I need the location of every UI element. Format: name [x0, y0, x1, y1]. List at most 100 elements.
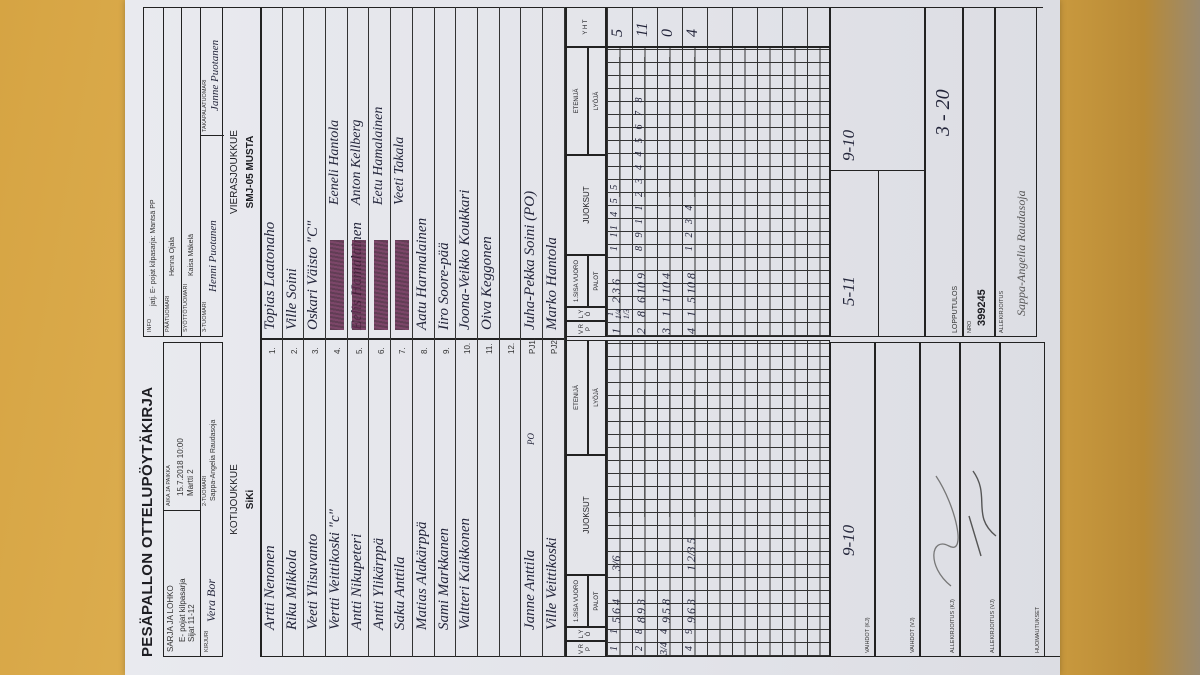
final-score-box: LOPPUTULOS 3 - 20 [925, 7, 963, 337]
row-number: 10. [463, 342, 473, 354]
row-number: 9. [441, 347, 451, 354]
juoksut-header: JUOKSUT [566, 155, 606, 255]
home-player-name: Janne Anttila [522, 549, 539, 630]
strike-line [669, 390, 671, 517]
away-period-score-1: 5-11 [839, 276, 858, 306]
inning-vrp: 3/4 [659, 642, 670, 655]
sisavuoro-header: 1.SISA VUORO [566, 255, 588, 307]
away-player-name: Marko Hantola [544, 237, 561, 330]
pj1-note: PO [526, 433, 537, 445]
away-header-box: INFO jatj. E- pojat kilpasarja: Mantsä P… [143, 7, 224, 337]
time-place-label: AIKA JA PAIKKA [166, 465, 172, 506]
inning-vrp: 1 [609, 328, 623, 334]
inning-vrp: 1 [609, 646, 620, 651]
inning-palot: 5 10 8 [684, 273, 698, 303]
away-player-name: Joona-Veikko Koukkari [457, 189, 474, 330]
away-team-label: VIERASJOUKKUE [229, 130, 240, 214]
nro-label: NRO [967, 320, 973, 333]
inning-palot: 6 10 9 [634, 273, 648, 303]
umpire2-value: Sappa-Angelia Raudasoja [210, 419, 217, 501]
lyoja-header: LYÖJÄ [588, 340, 606, 455]
home-signature [933, 475, 959, 587]
scorer-label: KIRJURI [204, 630, 210, 652]
inning-palot: 9 6 3 [684, 599, 698, 623]
away-player-name: Iiro Soore-pää [435, 242, 452, 330]
inning-lyo: 4 [659, 629, 670, 634]
signature-value: Sappa-Angelia Raudasoja [1014, 190, 1028, 316]
row-number: PJ1. [528, 337, 538, 354]
strike-line [644, 390, 646, 517]
inning-vrp: 4 [684, 328, 698, 334]
time-place-value: 15.7.2018 10:00 [176, 438, 185, 496]
inning-vrp: 2 [634, 328, 648, 334]
inning-total: 4 [684, 29, 701, 37]
home-player-name: Riku Mikkola [283, 549, 300, 630]
umpire3-label: 3-TUOMARI [202, 301, 208, 332]
away-player-name: Topias Laatonaho [262, 221, 278, 330]
struck-out-name [330, 240, 345, 330]
etenija-header: ETENIJÄ [566, 47, 588, 155]
home-player-name: Veeti Ylisuvanto [305, 533, 322, 630]
document-title: PESÄPALLON OTTELUPÖYTÄKIRJA [139, 386, 156, 657]
struck-out-name [395, 240, 410, 330]
lyo-header: L Y Ö [566, 627, 606, 641]
row-number: 11. [485, 343, 494, 354]
away-signature [968, 470, 997, 557]
player-row [499, 7, 522, 657]
series-value-2: Sijat 11-12 [187, 604, 196, 642]
row-number: 7. [398, 347, 408, 354]
home-player-name: Antti Ylikärppä [370, 537, 387, 630]
scorer-value: Vera Bor [204, 579, 218, 622]
inning-vrp: 2 [634, 646, 645, 651]
row-number: PJ2. [550, 337, 560, 354]
strike-line [694, 57, 696, 197]
player-row [478, 7, 500, 657]
sisavuoro-header: 1.SISA VUORO [566, 575, 588, 627]
pitch-umpire-label: SYÖTTÖTUOMARI [183, 284, 189, 332]
etenija-header: ETENIJÄ [566, 340, 588, 455]
away-period-box: 5-11 9-10 [830, 7, 925, 337]
inning-lyo: 1 [659, 311, 673, 317]
final-value: 3 - 20 [932, 89, 954, 136]
away-team-header: VIERASJOUKKUE SMJ-05 MUSTA [225, 7, 261, 337]
inning-total: 5 [609, 29, 626, 37]
sign-home-label: ALLEKIRJOITUS (KJ) [950, 599, 956, 653]
home-player-name: Ville Veittikoski [544, 537, 561, 630]
strike-line [694, 390, 696, 517]
away-signature-box: ALLEKIRJOITUS (VJ) [960, 342, 1000, 657]
series-label: SARJA JA LOHKO [166, 585, 175, 652]
subs-home-label: VAIHDOT (KJ) [865, 617, 871, 653]
umpire3-value: Henni Puotanen [207, 220, 219, 292]
inning-runs: 1 2 3 4 [684, 202, 695, 252]
away-player-name: Oiva Keggonen [479, 236, 495, 330]
inning-total: 0 [659, 29, 676, 37]
nro-value: 399245 [976, 289, 988, 326]
vrp-header: V R P [566, 641, 606, 657]
home-team-label: KOTIJOUKKUE [229, 464, 240, 535]
row-number: 3. [311, 347, 321, 354]
strike-line [619, 390, 621, 517]
subs-away-label: VAIHDOT (VJ) [910, 617, 916, 653]
head-umpire-value: Henna Ojala [169, 237, 176, 276]
remarks-label: HUOMAUTUKSET [1035, 606, 1041, 653]
inning-lyo: 1 [684, 311, 698, 317]
row-number: 4. [333, 347, 343, 354]
back-umpire-label: TAKAPALATUOMARI [202, 79, 208, 132]
inning-vrp: 3 [659, 328, 673, 334]
strike-line [669, 57, 671, 197]
inning-vrp: 4 [684, 646, 695, 651]
palot-header: PALOT [588, 255, 606, 307]
inning-palot: 9 5 8 [659, 599, 673, 623]
background-edge [1060, 0, 1200, 675]
head-umpire-label: PÄÄTUOMARI [165, 295, 171, 332]
inning-lyo: 1 1/4 1/3 [606, 308, 631, 320]
home-header-box: SARJA JA LOHKO E- pojat kilpasarja Sijat… [163, 342, 223, 657]
juoksut-header: JUOKSUT [566, 455, 606, 575]
away-player-name: Juha-Pekka Soini (PO) [522, 190, 539, 330]
signature-label: ALLEKIRJOITUS [999, 290, 1005, 333]
home-subs-box: VAIHDOT (KJ) 9-10 [830, 342, 875, 657]
inning-lyo: 8 [634, 311, 648, 317]
inning-palot: 2 3 6 [609, 279, 623, 303]
remarks-box: HUOMAUTUKSET [1000, 342, 1045, 657]
home-player-name: Valtteri Kaikkonen [457, 517, 474, 630]
